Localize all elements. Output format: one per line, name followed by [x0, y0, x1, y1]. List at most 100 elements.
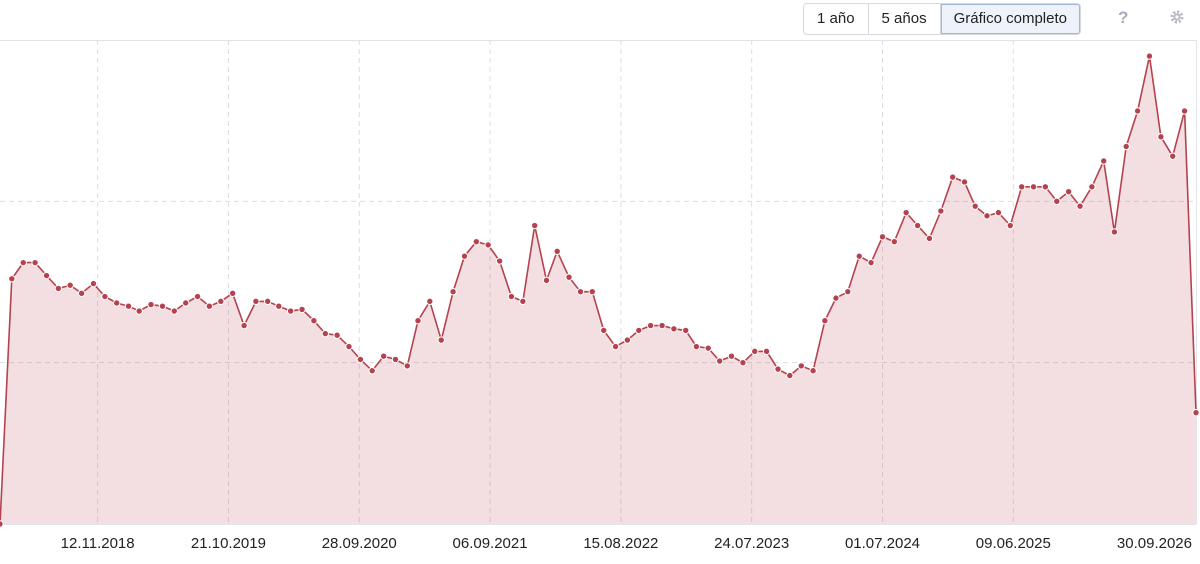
- range-button[interactable]: Gráfico completo: [940, 4, 1080, 34]
- point: [1169, 152, 1177, 160]
- point: [286, 307, 295, 315]
- point: [937, 207, 945, 215]
- range-button[interactable]: 5 años: [869, 4, 941, 34]
- area: [0, 56, 1196, 524]
- point: [54, 284, 63, 293]
- point: [449, 287, 457, 296]
- point: [1053, 197, 1061, 206]
- point: [368, 367, 376, 375]
- point: [182, 299, 190, 307]
- point: [321, 329, 330, 338]
- point: [113, 299, 121, 307]
- range-selector: 1 año 5 años Gráfico completo: [803, 3, 1081, 35]
- x-tick-label: 15.08.2022: [583, 535, 658, 552]
- point: [403, 362, 412, 370]
- point: [600, 326, 608, 335]
- x-tick-label: 12.11.2018: [61, 535, 135, 552]
- point: [391, 355, 400, 364]
- point: [821, 317, 829, 325]
- point: [727, 352, 736, 360]
- point: [414, 317, 422, 325]
- point: [983, 212, 991, 220]
- point: [1018, 183, 1026, 191]
- point: [1133, 107, 1142, 115]
- point: [542, 276, 551, 285]
- point: [1006, 221, 1014, 230]
- point: [1122, 142, 1130, 151]
- range-button[interactable]: 1 año: [804, 4, 869, 34]
- point: [135, 307, 143, 315]
- point: [774, 365, 782, 373]
- point: [437, 336, 445, 344]
- point: [66, 281, 74, 289]
- x-tick-label: 28.09.2020: [322, 535, 397, 552]
- point: [158, 302, 167, 310]
- point: [101, 292, 109, 301]
- point: [42, 271, 51, 280]
- point: [345, 342, 353, 351]
- point: [1180, 107, 1189, 115]
- point: [298, 305, 306, 314]
- point: [1029, 183, 1038, 191]
- point: [228, 289, 237, 297]
- point: [715, 357, 724, 365]
- point: [1192, 408, 1200, 417]
- point: [1157, 133, 1165, 141]
- point: [310, 317, 318, 325]
- point: [1100, 157, 1108, 165]
- point: [682, 326, 690, 335]
- point: [240, 321, 248, 330]
- point: [379, 352, 388, 360]
- settings-button[interactable]: [1169, 9, 1185, 25]
- point: [623, 336, 632, 344]
- point: [960, 178, 969, 186]
- point: [1145, 52, 1154, 60]
- point: [124, 302, 133, 310]
- point: [902, 208, 910, 217]
- point: [692, 342, 701, 351]
- help-button[interactable]: ?: [1118, 8, 1129, 27]
- x-tick-label: 21.10.2019: [191, 535, 266, 552]
- point: [264, 297, 272, 306]
- point: [878, 233, 887, 241]
- point: [751, 347, 759, 356]
- point: [89, 279, 98, 288]
- point: [495, 257, 504, 265]
- point: [867, 258, 875, 267]
- point: [925, 234, 934, 243]
- point: [275, 302, 283, 310]
- point: [890, 237, 899, 246]
- point: [484, 241, 492, 249]
- point: [553, 247, 561, 256]
- point: [971, 202, 979, 210]
- x-tick-label: 30.09.2026: [1117, 535, 1192, 552]
- point: [193, 292, 202, 301]
- point: [994, 208, 1003, 217]
- x-tick-label: 01.07.2024: [845, 535, 920, 552]
- point: [1076, 202, 1084, 210]
- point: [356, 355, 365, 364]
- point: [658, 321, 666, 330]
- point: [588, 287, 596, 296]
- point: [1110, 228, 1119, 236]
- x-tick-label: 06.09.2021: [453, 535, 528, 552]
- point: [1088, 183, 1096, 191]
- point: [333, 331, 341, 339]
- point: [635, 326, 643, 335]
- point: [855, 252, 863, 260]
- point: [472, 237, 481, 246]
- x-tick-label: 09.06.2025: [976, 535, 1051, 552]
- point: [565, 273, 573, 281]
- point: [797, 362, 805, 370]
- point: [670, 325, 678, 333]
- point: [147, 300, 155, 309]
- point: [948, 173, 957, 181]
- point: [786, 371, 794, 380]
- point: [77, 289, 86, 297]
- point: [205, 302, 214, 310]
- point: [19, 258, 27, 267]
- point: [530, 221, 539, 230]
- point: [611, 342, 620, 351]
